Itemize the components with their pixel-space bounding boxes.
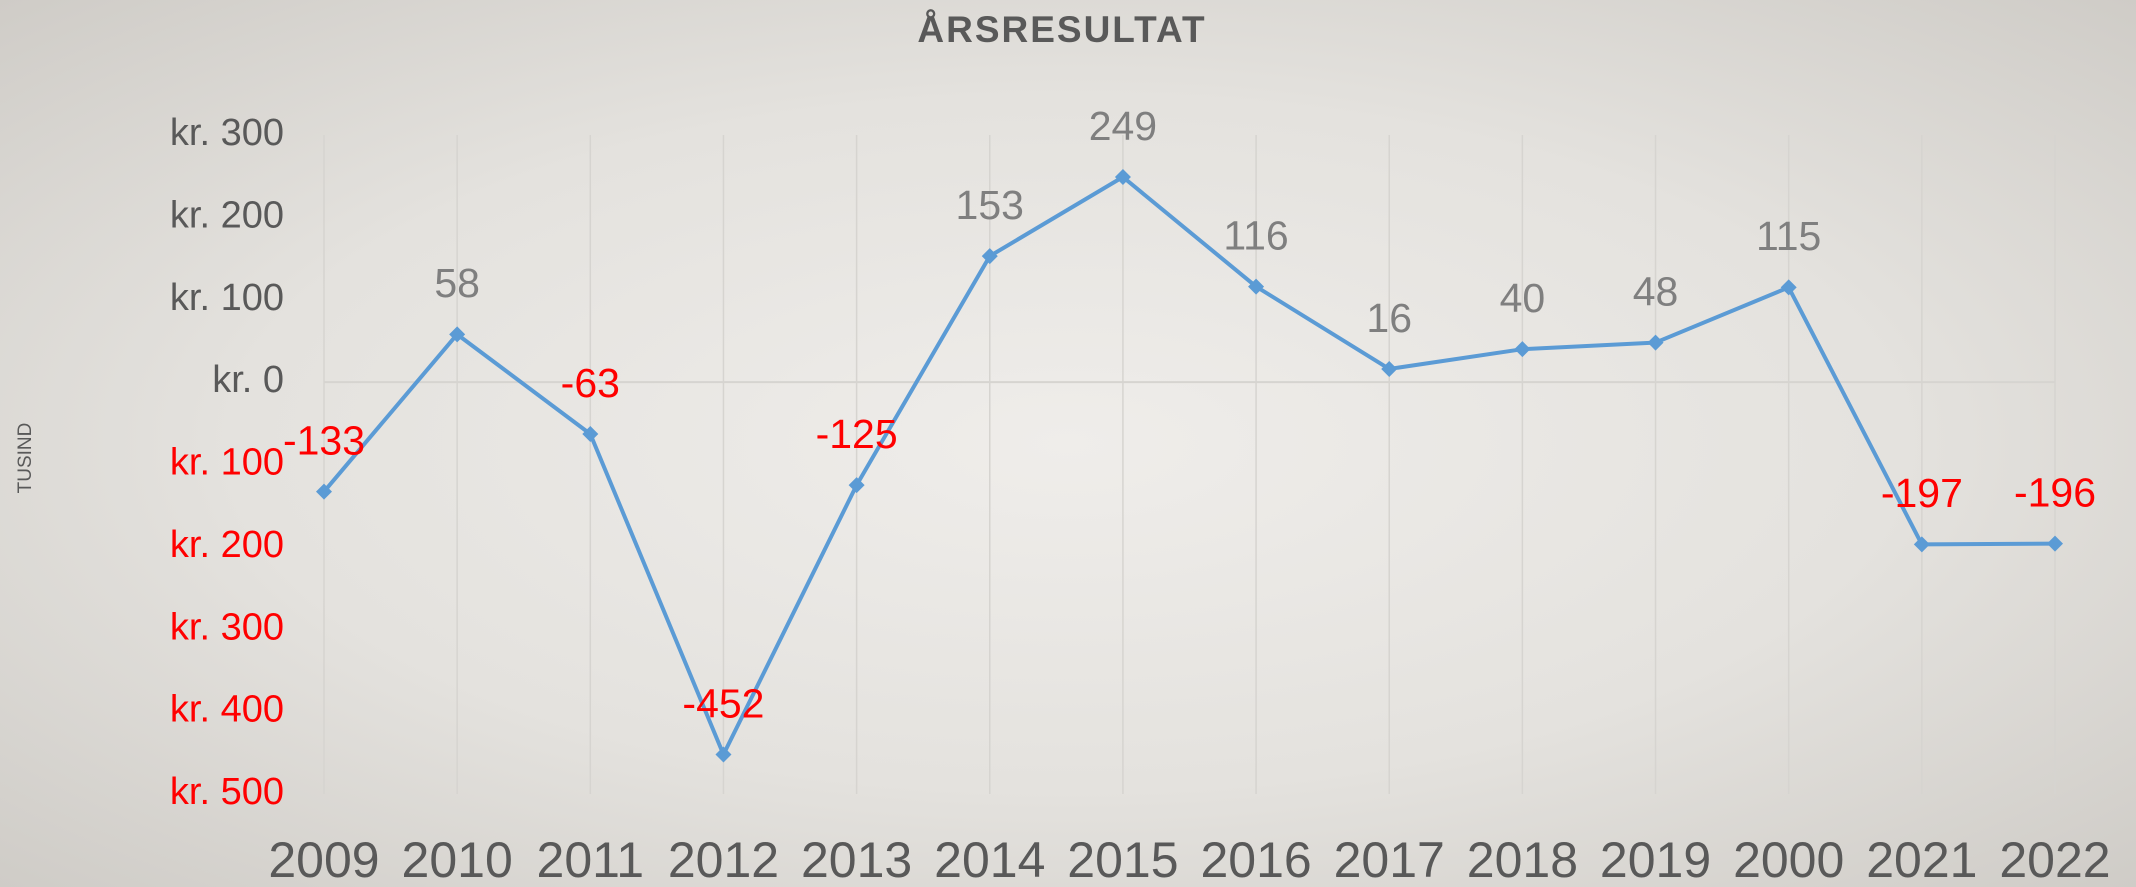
data-label: -125 — [816, 411, 898, 457]
x-tick-label: 2013 — [801, 832, 912, 887]
data-label: -63 — [561, 360, 620, 406]
point-marker — [1248, 278, 1265, 295]
x-tick-label: 2019 — [1600, 832, 1711, 887]
data-label: 16 — [1366, 295, 1412, 341]
data-label: -452 — [682, 680, 764, 726]
x-tick-label: 2021 — [1866, 832, 1977, 887]
data-label: 116 — [1223, 212, 1288, 258]
series-line — [322, 175, 2056, 757]
data-label: 40 — [1500, 275, 1546, 321]
y-tick-label: kr. 300 — [170, 606, 284, 648]
x-tick-label: 2015 — [1067, 832, 1178, 887]
point-marker — [848, 477, 865, 494]
data-label: 48 — [1633, 268, 1679, 314]
data-label: -196 — [2014, 469, 2096, 515]
y-tick-label: kr. 200 — [170, 194, 284, 236]
point-marker — [715, 746, 732, 763]
x-tick-label: 2018 — [1467, 832, 1578, 887]
x-tick-label: 2016 — [1200, 832, 1311, 887]
point-marker — [316, 483, 332, 500]
x-tick-label: 2014 — [934, 832, 1045, 887]
y-tick-label: kr. 400 — [170, 689, 284, 731]
x-tick-label: 2022 — [1999, 832, 2110, 887]
y-tick-label: kr. 0 — [212, 359, 284, 401]
point-marker — [2047, 535, 2063, 552]
point-marker — [1514, 341, 1531, 358]
x-tick-label: 2000 — [1733, 832, 1844, 887]
point-marker — [981, 248, 998, 265]
y-axis-label: TUSIND — [15, 423, 36, 494]
data-label: 153 — [956, 182, 1024, 228]
point-marker — [449, 326, 466, 343]
point-marker — [1381, 360, 1398, 377]
point-marker — [1114, 169, 1131, 186]
data-label: -197 — [1881, 470, 1963, 516]
point-marker — [1780, 279, 1797, 296]
y-tick-label: kr. 200 — [170, 524, 284, 566]
y-tick-label: kr. 100 — [170, 277, 284, 319]
y-tick-label: kr. 500 — [170, 771, 284, 813]
y-tick-label: kr. 100 — [170, 442, 284, 484]
data-label: 115 — [1756, 213, 1821, 259]
data-label: 58 — [434, 260, 480, 306]
data-label: 249 — [1089, 103, 1157, 149]
x-tick-label: 2010 — [402, 832, 513, 887]
point-marker — [582, 426, 599, 443]
x-tick-label: 2017 — [1334, 832, 1445, 887]
y-tick-label: kr. 300 — [170, 112, 284, 154]
point-marker — [1647, 334, 1664, 351]
chart-title: ÅRSRESULTAT — [917, 9, 1206, 50]
x-tick-label: 2009 — [268, 832, 379, 887]
x-tick-label: 2011 — [537, 832, 645, 887]
x-tick-label: 2012 — [668, 832, 779, 887]
data-label: -133 — [283, 418, 365, 464]
point-marker — [1913, 536, 1930, 553]
